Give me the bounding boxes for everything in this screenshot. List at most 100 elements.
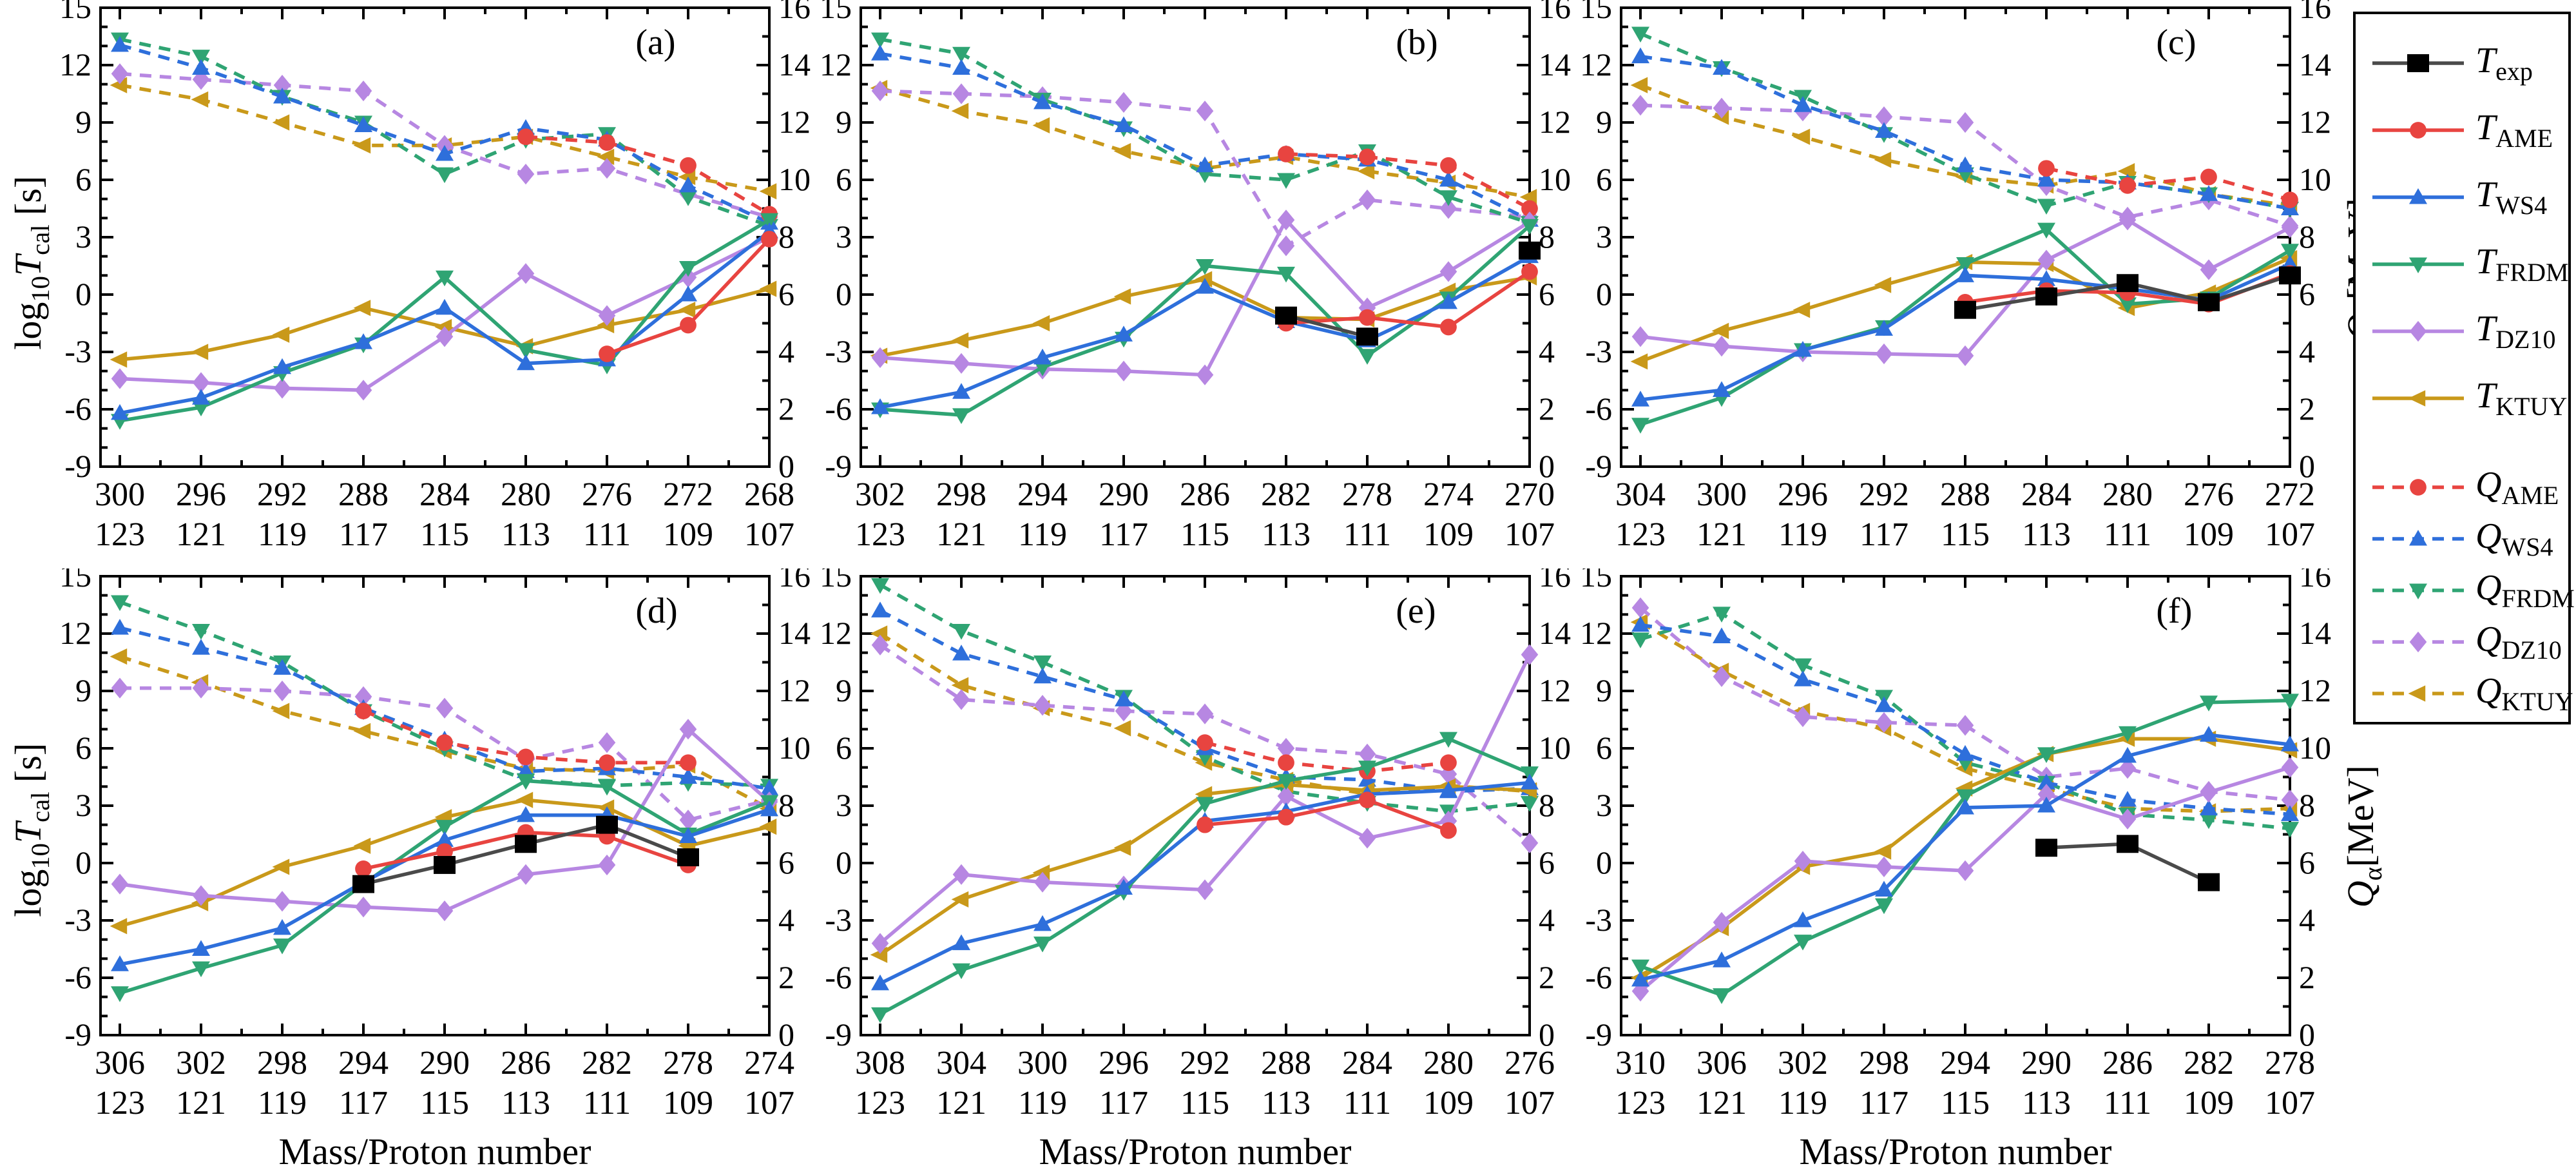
svg-text:115: 115 <box>1180 516 1229 553</box>
svg-text:276: 276 <box>582 476 632 513</box>
axes: -9 -6 -3 0 3 6 9 12 15 0 2 4 6 8 10 12 14 16 <box>820 568 1571 1053</box>
svg-text:282: 282 <box>2184 1045 2234 1082</box>
svg-text:14: 14 <box>1539 46 1571 83</box>
series-T_DZ10 <box>871 209 1539 385</box>
svg-text:117: 117 <box>339 1085 388 1122</box>
svg-text:10: 10 <box>1539 161 1571 197</box>
svg-text:14: 14 <box>778 46 811 83</box>
svg-text:8: 8 <box>2299 218 2315 255</box>
legend-label: QFRDM <box>2475 567 2575 614</box>
svg-text:286: 286 <box>2102 1045 2153 1082</box>
legend-label: QWS4 <box>2475 516 2553 562</box>
svg-text:0: 0 <box>1596 844 1612 880</box>
svg-text:12: 12 <box>1580 46 1612 83</box>
series-T_KTUY <box>110 280 777 368</box>
svg-text:107: 107 <box>1504 1085 1555 1122</box>
svg-text:0: 0 <box>836 844 852 880</box>
y-axis-label-left-top: log10Tcal [s] <box>7 175 55 350</box>
svg-text:9: 9 <box>836 672 852 708</box>
legend-label: QAME <box>2475 464 2559 510</box>
series-T_FRDM <box>871 732 1539 1024</box>
svg-text:292: 292 <box>257 476 307 513</box>
svg-text:-9: -9 <box>64 1016 91 1053</box>
series-T_FRDM <box>871 218 1539 424</box>
svg-text:119: 119 <box>258 1085 307 1122</box>
svg-text:2: 2 <box>1539 391 1555 427</box>
svg-text:306: 306 <box>95 1045 145 1082</box>
svg-text:123: 123 <box>855 1085 905 1122</box>
svg-text:14: 14 <box>1539 615 1571 651</box>
svg-text:16: 16 <box>778 568 811 594</box>
series-Q_KTUY <box>1630 77 2298 214</box>
svg-text:296: 296 <box>1099 1045 1149 1082</box>
svg-text:-3: -3 <box>64 333 91 369</box>
svg-text:6: 6 <box>778 844 794 880</box>
svg-text:9: 9 <box>75 672 91 708</box>
series-Q_AME <box>1278 146 1538 217</box>
svg-text:9: 9 <box>75 104 91 140</box>
svg-text:0: 0 <box>1539 1016 1555 1053</box>
svg-text:3: 3 <box>75 218 91 255</box>
svg-text:6: 6 <box>2299 276 2315 312</box>
svg-text:6: 6 <box>836 730 852 766</box>
svg-text:16: 16 <box>1539 568 1571 594</box>
svg-text:113: 113 <box>2022 516 2071 553</box>
legend-box: Texp TAME TWS4 TFRDM TDZ10 TKTUY QAME QW… <box>2353 12 2575 724</box>
svg-text:115: 115 <box>420 1085 469 1122</box>
series-T_AME <box>1197 791 1457 839</box>
svg-text:115: 115 <box>1941 516 1990 553</box>
svg-text:4: 4 <box>2299 902 2315 938</box>
legend-sample-Q-WS4 <box>2372 530 2464 546</box>
svg-text:298: 298 <box>257 1045 307 1082</box>
legend-label: QDZ10 <box>2475 619 2562 665</box>
svg-text:300: 300 <box>95 476 145 513</box>
svg-text:272: 272 <box>2265 476 2315 513</box>
svg-text:284: 284 <box>1342 1045 1392 1082</box>
svg-text:14: 14 <box>778 615 811 651</box>
svg-text:4: 4 <box>1539 902 1555 938</box>
legend-sample-T-exp <box>2372 54 2464 72</box>
svg-text:119: 119 <box>1778 1085 1827 1122</box>
legend-sample-Q-FRDM <box>2372 583 2464 599</box>
svg-text:288: 288 <box>338 476 389 513</box>
svg-text:12: 12 <box>778 104 811 140</box>
svg-text:6: 6 <box>75 161 91 197</box>
svg-text:-3: -3 <box>1585 333 1612 369</box>
svg-text:107: 107 <box>2265 1085 2315 1122</box>
series-T_AME <box>599 231 778 362</box>
svg-text:292: 292 <box>1180 1045 1230 1082</box>
svg-text:15: 15 <box>820 0 852 25</box>
panel-letter: (c) <box>2156 23 2196 63</box>
svg-text:-6: -6 <box>1585 391 1612 427</box>
series-T_FRDM <box>1631 694 2299 1004</box>
svg-text:286: 286 <box>501 1045 551 1082</box>
legend-label: Texp <box>2475 40 2533 86</box>
svg-text:2: 2 <box>1539 959 1555 995</box>
svg-text:12: 12 <box>778 672 811 708</box>
svg-text:14: 14 <box>2299 46 2331 83</box>
svg-text:111: 111 <box>1343 516 1391 553</box>
svg-text:2: 2 <box>778 391 794 427</box>
svg-text:123: 123 <box>1615 1085 1666 1122</box>
svg-text:4: 4 <box>2299 333 2315 369</box>
svg-text:296: 296 <box>176 476 226 513</box>
svg-text:6: 6 <box>2299 844 2315 880</box>
svg-text:302: 302 <box>176 1045 226 1082</box>
svg-text:308: 308 <box>855 1045 905 1082</box>
svg-text:121: 121 <box>1697 516 1747 553</box>
legend-label: TWS4 <box>2475 174 2548 220</box>
panel-e: -9 -6 -3 0 3 6 9 12 15 0 2 4 6 8 10 12 14 16 (e) 308 304 300 2… <box>820 568 1571 1172</box>
x-axis-title: Mass/Proton number <box>1039 1131 1352 1172</box>
svg-text:280: 280 <box>1423 1045 1474 1082</box>
svg-text:0: 0 <box>778 448 794 484</box>
svg-text:9: 9 <box>1596 672 1612 708</box>
svg-text:8: 8 <box>778 218 794 255</box>
x-tick-labels: 306 302 298 294 290 286 282 278 274 123 121 119 117 1… <box>95 1045 794 1122</box>
svg-text:117: 117 <box>1860 1085 1908 1122</box>
svg-text:-3: -3 <box>825 333 852 369</box>
svg-text:111: 111 <box>2104 1085 2151 1122</box>
svg-text:-9: -9 <box>1585 1016 1612 1053</box>
series-T_WS4 <box>1631 255 2299 407</box>
axes: -9 -6 -3 0 3 6 9 12 15 0 2 4 6 8 10 12 14 16 <box>820 0 1571 484</box>
